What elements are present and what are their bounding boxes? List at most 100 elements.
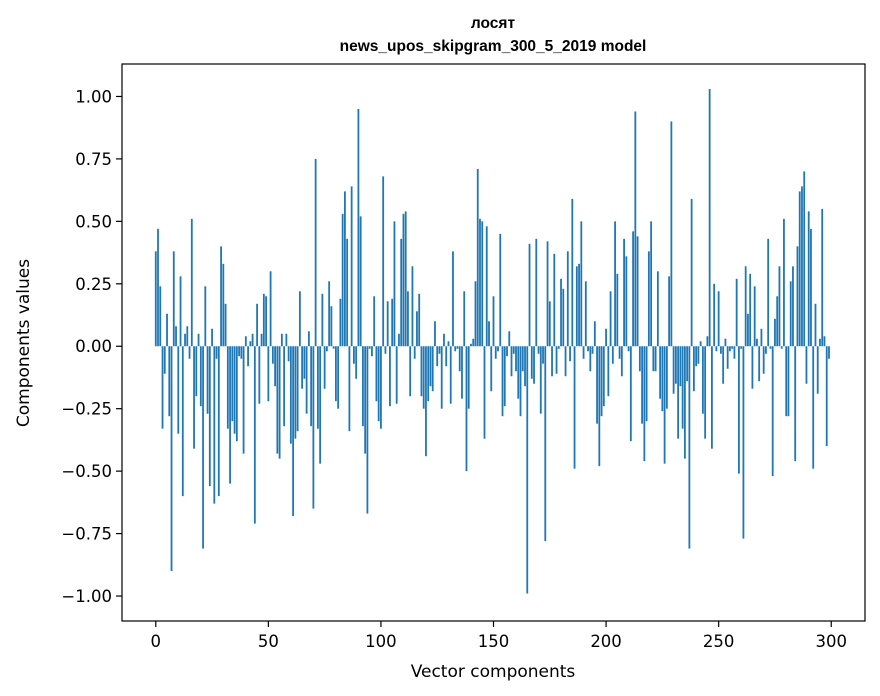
bar	[231, 346, 234, 422]
bar	[373, 296, 376, 347]
bar	[828, 346, 830, 359]
bar	[269, 271, 272, 347]
bar	[168, 346, 171, 417]
bar	[213, 346, 216, 504]
bar	[659, 346, 662, 399]
bar	[508, 331, 511, 347]
bar	[591, 346, 594, 354]
bar	[492, 296, 495, 347]
bar	[429, 346, 432, 387]
bar	[366, 346, 369, 514]
bar	[215, 346, 218, 359]
bar	[258, 346, 261, 404]
bar	[407, 291, 409, 347]
bar	[285, 333, 288, 347]
x-tick-label: 0	[151, 632, 162, 651]
bar	[479, 218, 481, 347]
bar	[571, 198, 574, 347]
bar	[274, 346, 276, 387]
bar	[521, 346, 524, 372]
bar	[301, 346, 304, 389]
bar	[697, 346, 700, 364]
bar	[157, 228, 159, 347]
bar	[283, 346, 286, 427]
x-tick-label: 250	[703, 632, 735, 651]
bar	[454, 346, 457, 352]
bar	[717, 291, 720, 347]
bar	[494, 346, 497, 359]
bar	[546, 241, 549, 347]
bar	[159, 286, 162, 347]
bar	[769, 346, 772, 349]
bar	[184, 333, 186, 347]
y-tick-label: 1.00	[75, 87, 112, 106]
bar	[452, 251, 454, 347]
bar	[774, 318, 776, 347]
bar	[557, 346, 560, 349]
bar	[447, 341, 450, 347]
bar	[776, 296, 779, 347]
bar	[812, 346, 815, 469]
bar	[316, 346, 319, 429]
bar	[602, 346, 605, 407]
bar	[641, 346, 643, 424]
bar	[711, 346, 713, 449]
bar	[321, 293, 324, 347]
bar	[204, 286, 207, 347]
bar	[280, 333, 283, 347]
bar	[195, 346, 198, 397]
bar	[742, 346, 745, 539]
bar	[744, 266, 747, 347]
bar	[235, 346, 238, 442]
bar	[161, 346, 164, 429]
bar	[222, 263, 225, 347]
bar	[364, 346, 367, 454]
bar	[186, 326, 189, 347]
bar	[202, 346, 204, 549]
bar	[758, 346, 761, 382]
y-axis-ticks: 1.00 0.75 0.50 0.25 0.00 −0.25 −0.50 −0.75 −1.00	[61, 87, 122, 606]
bar	[456, 346, 459, 349]
bar	[296, 346, 299, 432]
bar	[589, 346, 592, 372]
bar	[614, 221, 616, 347]
bar	[638, 346, 641, 372]
bar	[411, 266, 414, 347]
bar	[445, 346, 448, 367]
bar	[548, 301, 551, 347]
bar	[805, 346, 808, 384]
bar	[629, 346, 632, 442]
bar	[738, 346, 740, 474]
bar	[402, 213, 405, 347]
bar	[650, 221, 653, 347]
bar	[346, 238, 349, 347]
bar	[404, 211, 407, 347]
bar	[584, 281, 587, 347]
bar	[623, 238, 625, 347]
bar	[289, 346, 292, 444]
bar	[668, 276, 671, 347]
bar	[440, 346, 443, 409]
bar	[305, 346, 308, 414]
bar	[611, 346, 614, 364]
bar	[787, 346, 790, 417]
bar	[665, 346, 668, 409]
bar	[652, 346, 655, 372]
bar	[821, 208, 824, 347]
bar	[242, 346, 245, 454]
bar	[785, 346, 788, 417]
y-tick-label: 0.75	[75, 150, 112, 169]
bar	[188, 346, 191, 359]
bar	[609, 291, 612, 347]
x-tick-label: 100	[365, 632, 397, 651]
bar	[654, 346, 657, 372]
bar	[339, 298, 342, 347]
bar	[251, 333, 254, 347]
bar	[278, 346, 281, 459]
bar	[731, 346, 734, 349]
bar	[539, 346, 542, 414]
bar	[368, 346, 371, 349]
bar	[391, 298, 394, 347]
bar	[287, 346, 290, 362]
bar	[344, 191, 346, 347]
